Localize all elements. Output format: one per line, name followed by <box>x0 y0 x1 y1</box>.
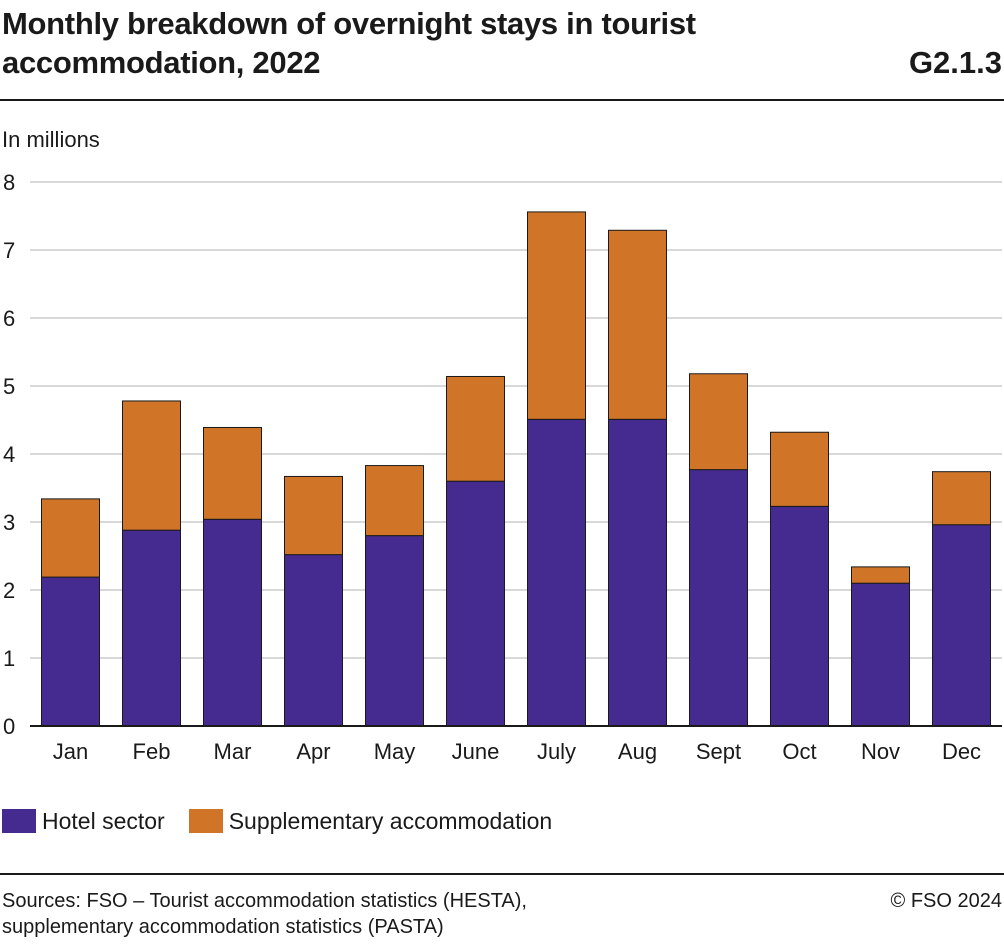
figure-id: G2.1.3 <box>908 45 1002 80</box>
x-tick-label: Dec <box>942 739 981 764</box>
bar-supplementary <box>770 431 829 507</box>
y-tick-label: 8 <box>3 170 15 195</box>
x-tick-label: Aug <box>618 739 657 764</box>
bar-supplementary <box>122 400 181 531</box>
source-line-1: Sources: FSO – Tourist accommodation sta… <box>2 890 527 912</box>
top-rule <box>0 99 1004 101</box>
legend-swatch-hotel-sector <box>2 809 36 833</box>
chart-title: Monthly breakdown of overnight stays in … <box>2 6 696 80</box>
bar-supplementary <box>203 426 262 520</box>
x-tick-label: Mar <box>214 739 252 764</box>
bar-hotel-sector <box>446 480 505 727</box>
source-line-2: supplementary accommodation statistics (… <box>2 916 444 938</box>
copyright: © FSO 2024 <box>890 890 1002 912</box>
bar-hotel-sector <box>689 469 748 727</box>
x-tick-label: May <box>374 739 416 764</box>
y-tick-label: 0 <box>3 714 15 739</box>
bar-hotel-sector <box>365 535 424 727</box>
bar-supplementary <box>365 465 424 537</box>
legend: Hotel sector Supplementary accommodation <box>2 806 576 836</box>
bar-hotel-sector <box>284 554 343 727</box>
bar-supplementary <box>689 373 748 471</box>
bar-hotel-sector <box>41 576 100 727</box>
bar-supplementary <box>851 566 910 584</box>
y-tick-label: 3 <box>3 510 15 535</box>
bar-supplementary <box>446 375 505 482</box>
bar-supplementary <box>527 211 586 420</box>
legend-label-supplementary: Supplementary accommodation <box>228 808 553 834</box>
y-tick-label: 1 <box>3 646 15 671</box>
legend-label-hotel-sector: Hotel sector <box>42 808 165 834</box>
x-tick-label: Oct <box>782 739 816 764</box>
y-tick-label: 6 <box>3 306 15 331</box>
x-tick-label: Feb <box>133 739 171 764</box>
legend-item-supplementary: Supplementary accommodation <box>188 806 553 836</box>
y-tick-label: 5 <box>3 374 15 399</box>
x-tick-label: Apr <box>296 739 330 764</box>
bar-supplementary <box>41 498 100 578</box>
x-tick-label: June <box>452 739 500 764</box>
bar-hotel-sector <box>527 418 586 727</box>
x-tick-label: Sept <box>696 739 741 764</box>
legend-item-hotel-sector: Hotel sector <box>2 806 165 836</box>
stacked-bar-chart: 0 1 2 3 4 5 6 7 8 Jan Feb Mar Apr May June July Aug Sept O… <box>3 170 1002 764</box>
source-note: Sources: FSO – Tourist accommodation sta… <box>2 888 527 940</box>
bar-supplementary <box>932 471 991 526</box>
bar-supplementary <box>608 229 667 420</box>
y-axis-unit-label: In millions <box>2 127 100 152</box>
x-tick-label: July <box>537 739 576 764</box>
bar-hotel-sector <box>770 505 829 727</box>
y-tick-label: 2 <box>3 578 15 603</box>
y-tick-label: 7 <box>3 238 15 263</box>
bar-hotel-sector <box>122 529 181 727</box>
x-tick-label: Jan <box>53 739 88 764</box>
x-tick-label: Nov <box>861 739 900 764</box>
bar-hotel-sector <box>203 518 262 727</box>
y-tick-label: 4 <box>3 442 15 467</box>
bar-hotel-sector <box>608 418 667 727</box>
bottom-rule <box>0 873 1004 875</box>
bar-supplementary <box>284 475 343 556</box>
bar-hotel-sector <box>932 524 991 727</box>
legend-swatch-supplementary <box>188 809 223 833</box>
bar-hotel-sector <box>851 582 910 727</box>
